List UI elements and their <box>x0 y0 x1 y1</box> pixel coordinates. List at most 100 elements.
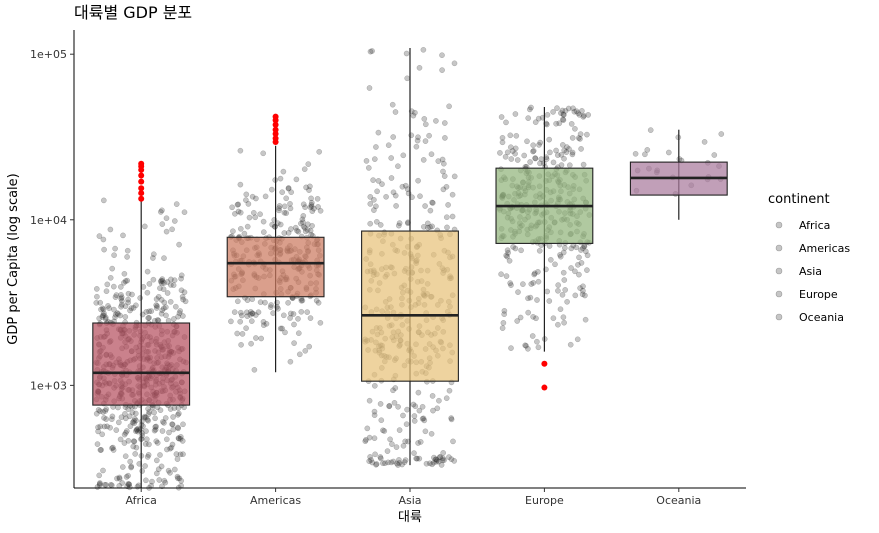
jitter-point <box>560 314 567 321</box>
jitter-point <box>364 425 371 432</box>
jitter-point <box>144 268 151 275</box>
jitter-point <box>580 113 587 120</box>
jitter-point <box>97 480 103 486</box>
jitter-point <box>421 417 428 424</box>
jitter-point <box>117 436 124 443</box>
jitter-point <box>420 46 427 53</box>
jitter-point <box>371 435 378 442</box>
jitter-point <box>550 159 557 166</box>
jitter-point <box>177 451 184 458</box>
jitter-point <box>530 142 537 149</box>
jitter-point <box>514 318 521 324</box>
jitter-point <box>525 295 531 302</box>
jitter-point <box>561 319 567 326</box>
jitter-point <box>252 214 259 221</box>
jitter-point <box>299 297 306 304</box>
jitter-point <box>288 226 294 232</box>
jitter-point <box>276 207 282 214</box>
jitter-point <box>404 406 410 413</box>
jitter-point <box>167 406 174 412</box>
jitter-point <box>161 420 167 426</box>
jitter-point <box>174 424 181 431</box>
legend-key-asia <box>775 267 783 275</box>
jitter-point <box>108 482 115 489</box>
jitter-point <box>116 474 123 481</box>
jitter-point <box>144 454 151 460</box>
jitter-point <box>420 415 427 422</box>
jitter-point <box>520 281 526 287</box>
jitter-point <box>308 231 314 238</box>
jitter-point <box>277 175 284 182</box>
jitter-point <box>433 456 439 463</box>
jitter-point <box>499 139 506 146</box>
jitter-point <box>422 121 429 128</box>
jitter-point <box>177 308 184 314</box>
jitter-point <box>121 279 127 286</box>
jitter-point <box>146 314 152 321</box>
jitter-point <box>114 475 120 482</box>
jitter-point <box>159 280 165 287</box>
jitter-point <box>175 410 182 417</box>
box-americas <box>226 236 325 298</box>
jitter-point <box>701 139 708 145</box>
jitter-point <box>366 458 373 465</box>
jitter-point <box>142 414 149 421</box>
jitter-point <box>246 214 253 221</box>
jitter-point <box>385 459 391 466</box>
jitter-point <box>145 452 152 458</box>
jitter-point <box>243 309 250 316</box>
jitter-point <box>130 438 137 445</box>
jitter-point <box>572 125 578 132</box>
jitter-point <box>369 48 375 54</box>
jitter-point <box>139 430 145 436</box>
jitter-point <box>169 226 175 233</box>
jitter-point <box>177 436 184 442</box>
jitter-point <box>300 223 307 230</box>
jitter-point <box>540 160 547 167</box>
jitter-point <box>163 436 170 443</box>
jitter-point <box>96 233 103 239</box>
jitter-point <box>512 111 519 117</box>
jitter-point <box>171 316 177 322</box>
jitter-point <box>427 207 434 214</box>
jitter-point <box>513 132 520 139</box>
jitter-point <box>386 403 393 410</box>
jitter-point <box>162 415 169 421</box>
jitter-point <box>167 298 174 305</box>
jitter-point <box>424 220 431 227</box>
jitter-point <box>121 431 128 438</box>
jitter-point <box>300 213 307 219</box>
jitter-point <box>512 150 518 157</box>
jitter-point <box>292 224 299 231</box>
jitter-point <box>363 158 370 164</box>
jitter-point <box>577 136 583 142</box>
jitter-point <box>437 454 443 460</box>
jitter-point <box>371 412 378 419</box>
jitter-point <box>422 203 428 209</box>
jitter-point <box>101 312 107 319</box>
jitter-point <box>528 281 535 287</box>
jitter-point <box>100 197 107 204</box>
jitter-point <box>577 285 583 291</box>
jitter-point <box>162 479 169 486</box>
jitter-point <box>574 336 581 343</box>
jitter-point <box>174 456 181 462</box>
jitter-point <box>432 456 439 463</box>
jitter-point <box>157 452 163 458</box>
jitter-point <box>163 312 169 319</box>
jitter-point <box>505 249 511 256</box>
jitter-point <box>247 311 254 318</box>
jitter-point <box>152 424 159 430</box>
box-africa <box>92 322 191 406</box>
jitter-point <box>93 410 100 417</box>
jitter-point <box>122 429 129 436</box>
jitter-point <box>98 447 104 453</box>
jitter-point <box>390 189 397 196</box>
jitter-point <box>392 192 399 199</box>
jitter-point <box>134 483 141 490</box>
jitter-point <box>126 481 132 488</box>
jitter-point <box>425 224 431 231</box>
jitter-point <box>575 135 582 141</box>
jitter-point <box>169 421 176 428</box>
